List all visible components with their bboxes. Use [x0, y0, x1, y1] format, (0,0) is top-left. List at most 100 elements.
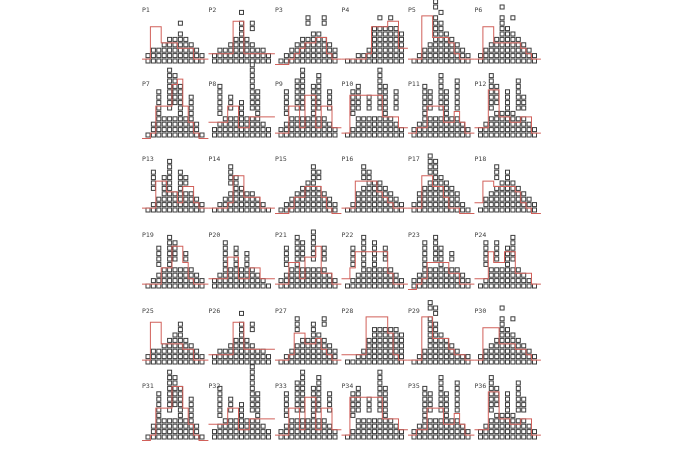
square-marker [172, 73, 178, 79]
square-marker [366, 100, 372, 106]
square-marker [188, 105, 194, 111]
square-marker [350, 391, 356, 397]
square-marker [488, 53, 494, 59]
square-marker [454, 385, 460, 391]
square-marker [350, 283, 356, 289]
square-marker [515, 127, 521, 133]
square-marker [521, 407, 527, 413]
square-marker [310, 283, 316, 289]
square-marker [427, 300, 433, 306]
square-marker [305, 337, 311, 343]
square-marker [449, 58, 455, 64]
square-marker [488, 207, 494, 213]
square-marker [150, 58, 156, 64]
square-marker [266, 359, 271, 365]
square-marker [222, 127, 228, 133]
square-marker [222, 256, 228, 262]
square-marker [167, 359, 173, 365]
square-marker [521, 429, 527, 435]
square-marker [438, 47, 444, 53]
square-marker [278, 207, 284, 213]
square-marker [233, 132, 239, 138]
square-marker [454, 272, 460, 278]
square-marker [382, 121, 388, 127]
square-marker [255, 391, 261, 397]
square-marker [454, 94, 460, 100]
square-marker [244, 434, 250, 440]
square-marker [294, 256, 300, 262]
square-marker [521, 278, 527, 284]
square-marker [388, 423, 394, 429]
square-marker [183, 42, 189, 48]
square-marker [249, 78, 255, 84]
square-marker [427, 58, 433, 64]
square-marker [283, 94, 289, 100]
square-marker [422, 89, 428, 95]
square-marker [372, 53, 377, 59]
square-marker [494, 207, 500, 213]
square-marker [499, 127, 505, 133]
square-marker [305, 58, 311, 64]
square-marker [305, 429, 311, 435]
square-marker [382, 36, 388, 42]
square-marker [515, 337, 521, 343]
square-marker [355, 423, 361, 429]
square-marker [222, 132, 228, 138]
square-marker [156, 256, 162, 262]
square-marker [377, 105, 383, 111]
square-marker [443, 105, 449, 111]
square-marker [244, 42, 250, 48]
square-marker [217, 89, 223, 95]
square-marker [283, 396, 289, 402]
square-marker [505, 94, 510, 100]
square-marker [167, 240, 173, 246]
square-marker [228, 396, 234, 402]
square-marker [294, 327, 300, 333]
square-marker [305, 207, 311, 213]
square-marker [449, 202, 455, 208]
square-marker [499, 283, 505, 289]
square-marker [372, 127, 377, 133]
square-marker [433, 267, 439, 273]
square-marker [494, 175, 500, 181]
square-marker [222, 272, 228, 278]
square-marker [478, 283, 483, 289]
square-marker [510, 418, 516, 424]
square-marker [377, 36, 383, 42]
square-marker [427, 100, 433, 106]
square-marker [222, 348, 228, 354]
square-marker [300, 58, 306, 64]
square-marker [188, 412, 194, 418]
square-marker [399, 42, 404, 48]
square-marker [167, 283, 173, 289]
square-marker [278, 278, 284, 284]
square-marker [366, 429, 372, 435]
square-marker [260, 127, 266, 133]
square-marker [505, 261, 510, 267]
square-marker [449, 36, 455, 42]
square-marker [372, 348, 377, 354]
square-marker [316, 278, 322, 284]
square-marker [222, 240, 228, 246]
square-marker [488, 78, 494, 84]
square-marker [188, 191, 194, 197]
square-marker [377, 423, 383, 429]
square-marker [300, 407, 306, 413]
square-marker [239, 185, 244, 191]
square-marker [255, 47, 261, 53]
square-marker [289, 116, 295, 122]
square-marker [438, 116, 444, 122]
square-marker [488, 202, 494, 208]
square-marker [310, 110, 316, 116]
square-marker [239, 418, 244, 424]
square-marker [388, 15, 394, 21]
square-marker [422, 196, 428, 202]
square-marker [327, 100, 333, 106]
profile-line [341, 251, 408, 285]
square-marker [377, 343, 383, 349]
square-marker [167, 391, 173, 397]
square-marker [438, 256, 444, 262]
square-marker [283, 272, 289, 278]
square-marker [294, 127, 300, 133]
square-marker [255, 407, 261, 413]
